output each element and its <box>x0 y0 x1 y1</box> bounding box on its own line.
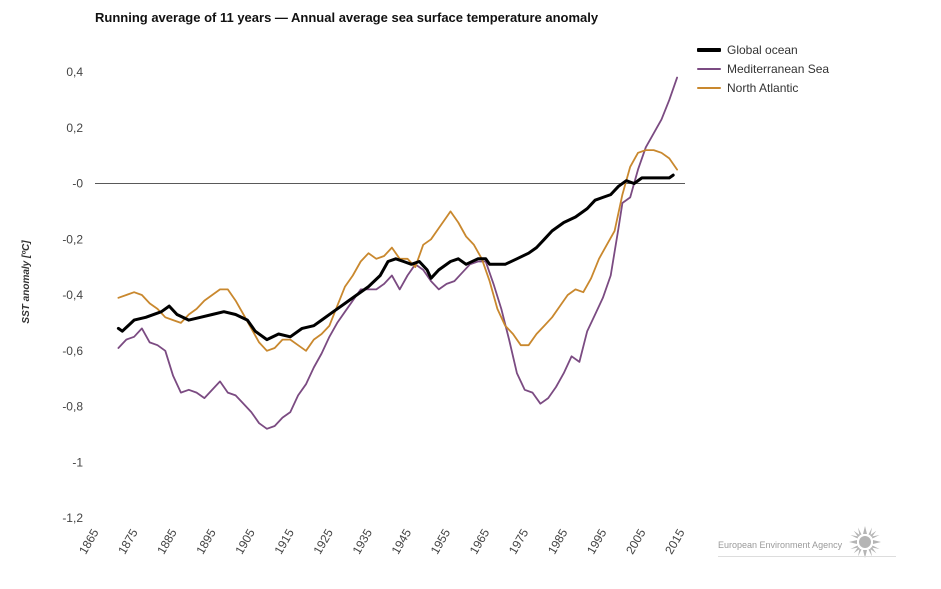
legend-swatch <box>697 47 721 52</box>
x-tick-label: 1885 <box>154 526 180 556</box>
legend-label: Global ocean <box>727 42 798 57</box>
x-tick-label: 2005 <box>623 526 649 556</box>
x-tick-label: 1965 <box>467 526 493 556</box>
y-axis-label: SST anomaly [ºC] <box>21 240 32 324</box>
y-tick-label: -0,8 <box>62 400 83 414</box>
series-line-mediterranean-sea <box>117 76 678 430</box>
eea-sun-icon <box>848 525 882 564</box>
x-tick-label: 1915 <box>271 526 297 556</box>
x-tick-label: 1875 <box>115 526 141 556</box>
footer-divider <box>718 556 896 557</box>
y-tick-label: -0,2 <box>62 232 83 246</box>
legend-swatch <box>697 67 721 70</box>
y-tick-label: 0,4 <box>66 65 83 79</box>
y-tick-label: -0,6 <box>62 344 83 358</box>
legend-label: Mediterranean Sea <box>727 61 830 76</box>
x-tick-label: 1895 <box>193 526 219 556</box>
y-tick-label: -1 <box>72 455 83 469</box>
series-lines <box>116 76 678 430</box>
series-line-global-ocean <box>116 173 675 342</box>
y-tick-label: -0 <box>72 177 83 191</box>
x-tick-label: 2015 <box>662 526 688 556</box>
y-tick-label: 0,2 <box>66 121 83 135</box>
x-tick-label: 1985 <box>545 526 571 556</box>
x-tick-label: 1905 <box>232 526 258 556</box>
legend-swatch <box>697 86 721 89</box>
x-tick-label: 1955 <box>428 526 454 556</box>
legend-label: North Atlantic <box>727 80 799 95</box>
x-tick-label: 1865 <box>76 526 102 556</box>
x-tick-label: 1935 <box>350 526 376 556</box>
legend-item[interactable]: Mediterranean Sea <box>697 59 829 78</box>
x-tick-label: 1925 <box>311 526 337 556</box>
series-line-north-atlantic <box>117 149 678 352</box>
x-tick-label: 1995 <box>584 526 610 556</box>
legend: Global ocean Mediterranean Sea North Atlan… <box>697 40 829 97</box>
chart-title: Running average of 11 years — Annual ave… <box>95 10 599 25</box>
y-tick-label: -0,4 <box>62 288 83 302</box>
footer-logo: European Environment Agency <box>718 525 882 564</box>
source-label: European Environment Agency <box>718 539 843 550</box>
legend-item[interactable]: North Atlantic <box>697 78 829 97</box>
y-tick-label: -1,2 <box>62 511 83 525</box>
y-axis-ticks: 0,4 0,2 -0 -0,2 -0,4 -0,6 -0,8 -1 -1,2 <box>62 65 83 525</box>
legend-item[interactable]: Global ocean <box>697 40 829 59</box>
x-tick-label: 1975 <box>506 526 532 556</box>
x-axis-ticks: 1865 1875 1885 1895 1905 1915 1925 1935 1945 1955… <box>76 526 688 556</box>
x-tick-label: 1945 <box>389 526 415 556</box>
